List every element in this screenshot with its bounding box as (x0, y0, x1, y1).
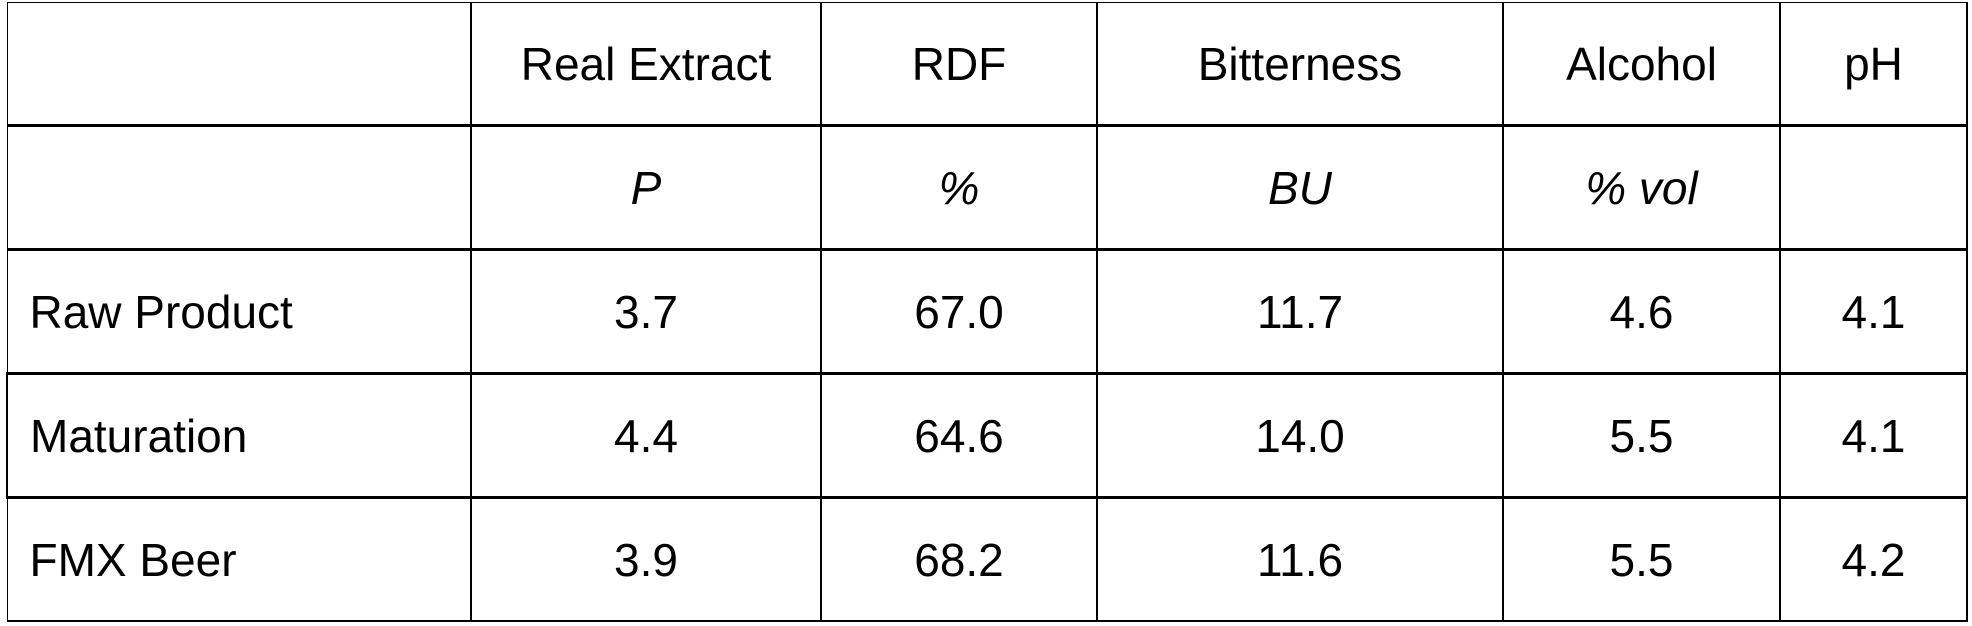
cell-alcohol: 4.6 (1502, 248, 1781, 375)
row-label: FMX Beer (6, 496, 472, 622)
table-row: FMX Beer 3.9 68.2 11.6 5.5 4.2 (6, 496, 1968, 622)
cell-real-extract: 4.4 (470, 372, 822, 499)
cell-real-extract: 3.9 (470, 496, 822, 622)
table-row: Maturation 4.4 64.6 14.0 5.5 4.1 (6, 372, 1968, 499)
unit-bitterness: BU (1096, 124, 1504, 251)
header-ph: pH (1779, 2, 1968, 127)
row-label: Maturation (6, 372, 472, 499)
header-row: Real Extract RDF Bitterness Alcohol pH (6, 2, 1968, 127)
units-row: P % BU % vol (6, 124, 1968, 251)
row-label: Raw Product (6, 248, 472, 375)
cell-rdf: 68.2 (820, 496, 1098, 622)
cell-bitterness: 11.6 (1096, 496, 1504, 622)
cell-ph: 4.1 (1779, 372, 1968, 499)
cell-bitterness: 11.7 (1096, 248, 1504, 375)
cell-ph: 4.1 (1779, 248, 1968, 375)
unit-rdf: % (820, 124, 1098, 251)
header-bitterness: Bitterness (1096, 2, 1504, 127)
header-real-extract: Real Extract (470, 2, 822, 127)
header-corner-cell (6, 2, 472, 127)
cell-alcohol: 5.5 (1502, 496, 1781, 622)
cell-ph: 4.2 (1779, 496, 1968, 622)
header-alcohol: Alcohol (1502, 2, 1781, 127)
table-row: Raw Product 3.7 67.0 11.7 4.6 4.1 (6, 248, 1968, 375)
header-rdf: RDF (820, 2, 1098, 127)
beer-analysis-table: Real Extract RDF Bitterness Alcohol pH P… (6, 2, 1968, 622)
units-corner-cell (6, 124, 472, 251)
unit-alcohol: % vol (1502, 124, 1781, 251)
cell-rdf: 64.6 (820, 372, 1098, 499)
cell-real-extract: 3.7 (470, 248, 822, 375)
cell-bitterness: 14.0 (1096, 372, 1504, 499)
cell-alcohol: 5.5 (1502, 372, 1781, 499)
cell-rdf: 67.0 (820, 248, 1098, 375)
unit-real-extract: P (470, 124, 822, 251)
unit-ph (1779, 124, 1968, 251)
